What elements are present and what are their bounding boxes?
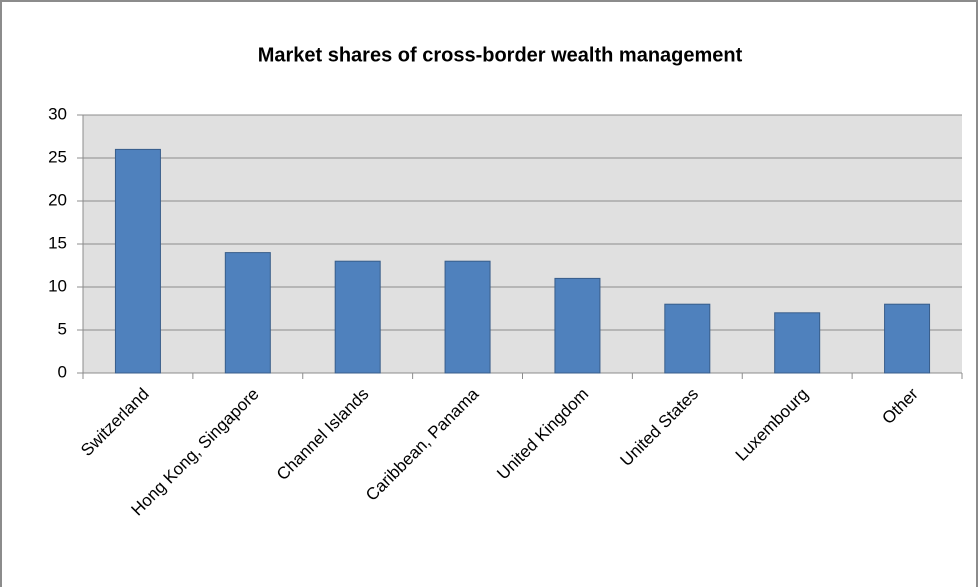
bar: [664, 303, 711, 374]
y-tick-label: 15: [48, 233, 67, 252]
bar: [884, 303, 931, 374]
y-tick-label: 10: [48, 276, 67, 295]
y-tick-label: 0: [58, 362, 67, 381]
bar: [114, 148, 161, 374]
y-tick-label: 25: [48, 147, 67, 166]
y-tick-label: 30: [48, 104, 67, 123]
y-tick-label: 20: [48, 190, 67, 209]
bar: [554, 277, 601, 374]
y-tick-label: 5: [58, 319, 67, 338]
bar: [774, 312, 821, 374]
bar: [334, 260, 381, 374]
chart-title: Market shares of cross-border wealth man…: [258, 44, 743, 66]
bar: [224, 252, 271, 374]
bar: [444, 260, 491, 374]
